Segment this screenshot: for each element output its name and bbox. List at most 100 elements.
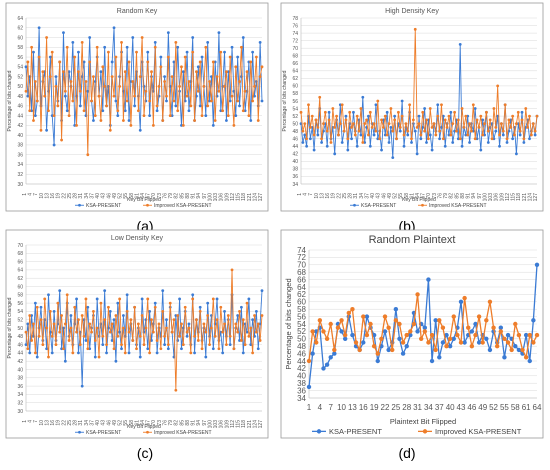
x-tick-label: 94 xyxy=(196,193,202,199)
data-point xyxy=(45,128,48,132)
x-tick-label: 13 xyxy=(348,403,357,412)
data-point xyxy=(447,336,453,341)
x-tick-label: 46 xyxy=(467,403,476,412)
y-tick-label: 34 xyxy=(17,162,23,168)
y-tick-label: 68 xyxy=(292,53,298,59)
x-tick-label: 25 xyxy=(342,193,348,199)
y-tick-label: 40 xyxy=(17,133,23,139)
y-tick-label: 58 xyxy=(17,45,23,51)
data-point xyxy=(136,322,140,326)
data-point xyxy=(430,148,434,152)
data-point xyxy=(195,70,198,74)
x-tick-label: 10 xyxy=(337,403,346,412)
x-tick-label: 28 xyxy=(402,403,411,412)
y-tick-label: 60 xyxy=(17,284,23,290)
data-point xyxy=(476,314,482,319)
data-point xyxy=(418,336,424,341)
y-tick-label: 72 xyxy=(297,253,306,262)
legend-marker xyxy=(353,203,356,207)
data-point xyxy=(476,340,482,345)
data-point xyxy=(58,330,62,334)
data-point xyxy=(520,110,524,114)
data-point xyxy=(60,138,63,142)
x-tick-label: 64 xyxy=(140,193,146,199)
x-tick-label: 46 xyxy=(106,193,112,199)
y-tick-label: 66 xyxy=(297,275,306,284)
series-line-improved-ksa-present xyxy=(308,294,538,362)
x-tick-label: 58 xyxy=(511,403,520,412)
data-point xyxy=(48,75,52,78)
data-point xyxy=(333,152,337,156)
data-point xyxy=(322,122,325,126)
x-tick-label: 115 xyxy=(236,193,242,201)
x-tick-label: 103 xyxy=(213,193,219,202)
data-point xyxy=(153,45,157,49)
data-point xyxy=(332,347,337,353)
x-tick-label: 64 xyxy=(533,403,542,412)
x-tick-label: 37 xyxy=(364,193,370,199)
data-point xyxy=(193,119,196,122)
data-point xyxy=(421,110,425,114)
data-point xyxy=(254,330,258,334)
data-point xyxy=(204,114,208,118)
chart-title: Random Plaintext xyxy=(369,234,456,246)
data-point xyxy=(127,330,131,334)
data-point xyxy=(415,152,419,156)
data-point xyxy=(251,351,255,355)
data-point xyxy=(24,343,28,346)
data-point xyxy=(125,293,129,297)
data-point xyxy=(389,126,393,129)
data-point xyxy=(62,31,65,35)
chart-title: Low Density Key xyxy=(111,235,164,242)
data-point xyxy=(308,137,312,141)
data-point xyxy=(339,318,344,323)
data-point xyxy=(240,339,243,342)
data-point xyxy=(486,129,490,133)
x-tick-label: 10 xyxy=(314,193,320,199)
data-point xyxy=(247,297,251,301)
data-point xyxy=(398,129,402,133)
data-point xyxy=(35,355,39,359)
data-point xyxy=(473,107,477,110)
y-tick-label: 50 xyxy=(17,84,23,90)
data-point xyxy=(65,45,69,49)
data-point xyxy=(440,103,443,107)
data-point xyxy=(52,114,56,118)
data-point xyxy=(484,318,489,323)
y-tick-label: 50 xyxy=(297,335,306,344)
x-tick-label: 19 xyxy=(331,193,337,199)
x-tick-label: 112 xyxy=(230,193,236,201)
x-tick-label: 82 xyxy=(174,420,180,426)
x-tick-label: 112 xyxy=(230,420,236,428)
data-point xyxy=(256,347,260,351)
data-point xyxy=(243,89,247,93)
y-tick-label: 66 xyxy=(17,259,23,265)
data-point xyxy=(260,314,264,317)
data-point xyxy=(346,148,350,152)
data-point xyxy=(103,289,107,293)
data-point xyxy=(30,45,34,49)
data-point xyxy=(258,339,262,342)
x-tick-label: 34 xyxy=(359,193,365,199)
data-point xyxy=(41,70,45,74)
data-point xyxy=(355,144,359,148)
data-point xyxy=(518,129,522,133)
data-point xyxy=(157,322,161,326)
data-point xyxy=(241,36,245,39)
data-point xyxy=(382,126,385,129)
data-point xyxy=(498,133,501,137)
data-point xyxy=(376,99,380,103)
y-tick-label: 60 xyxy=(292,84,298,90)
data-point xyxy=(460,107,464,110)
data-point xyxy=(211,347,215,351)
data-point xyxy=(502,355,507,360)
data-point xyxy=(187,80,191,83)
x-tick-label: 16 xyxy=(50,420,56,426)
y-tick-label: 50 xyxy=(17,326,23,332)
data-point xyxy=(383,114,387,118)
x-tick-label: 97 xyxy=(202,193,208,199)
x-tick-label: 52 xyxy=(393,193,399,199)
data-point xyxy=(206,104,210,108)
data-point xyxy=(114,314,118,317)
data-point xyxy=(32,119,35,122)
